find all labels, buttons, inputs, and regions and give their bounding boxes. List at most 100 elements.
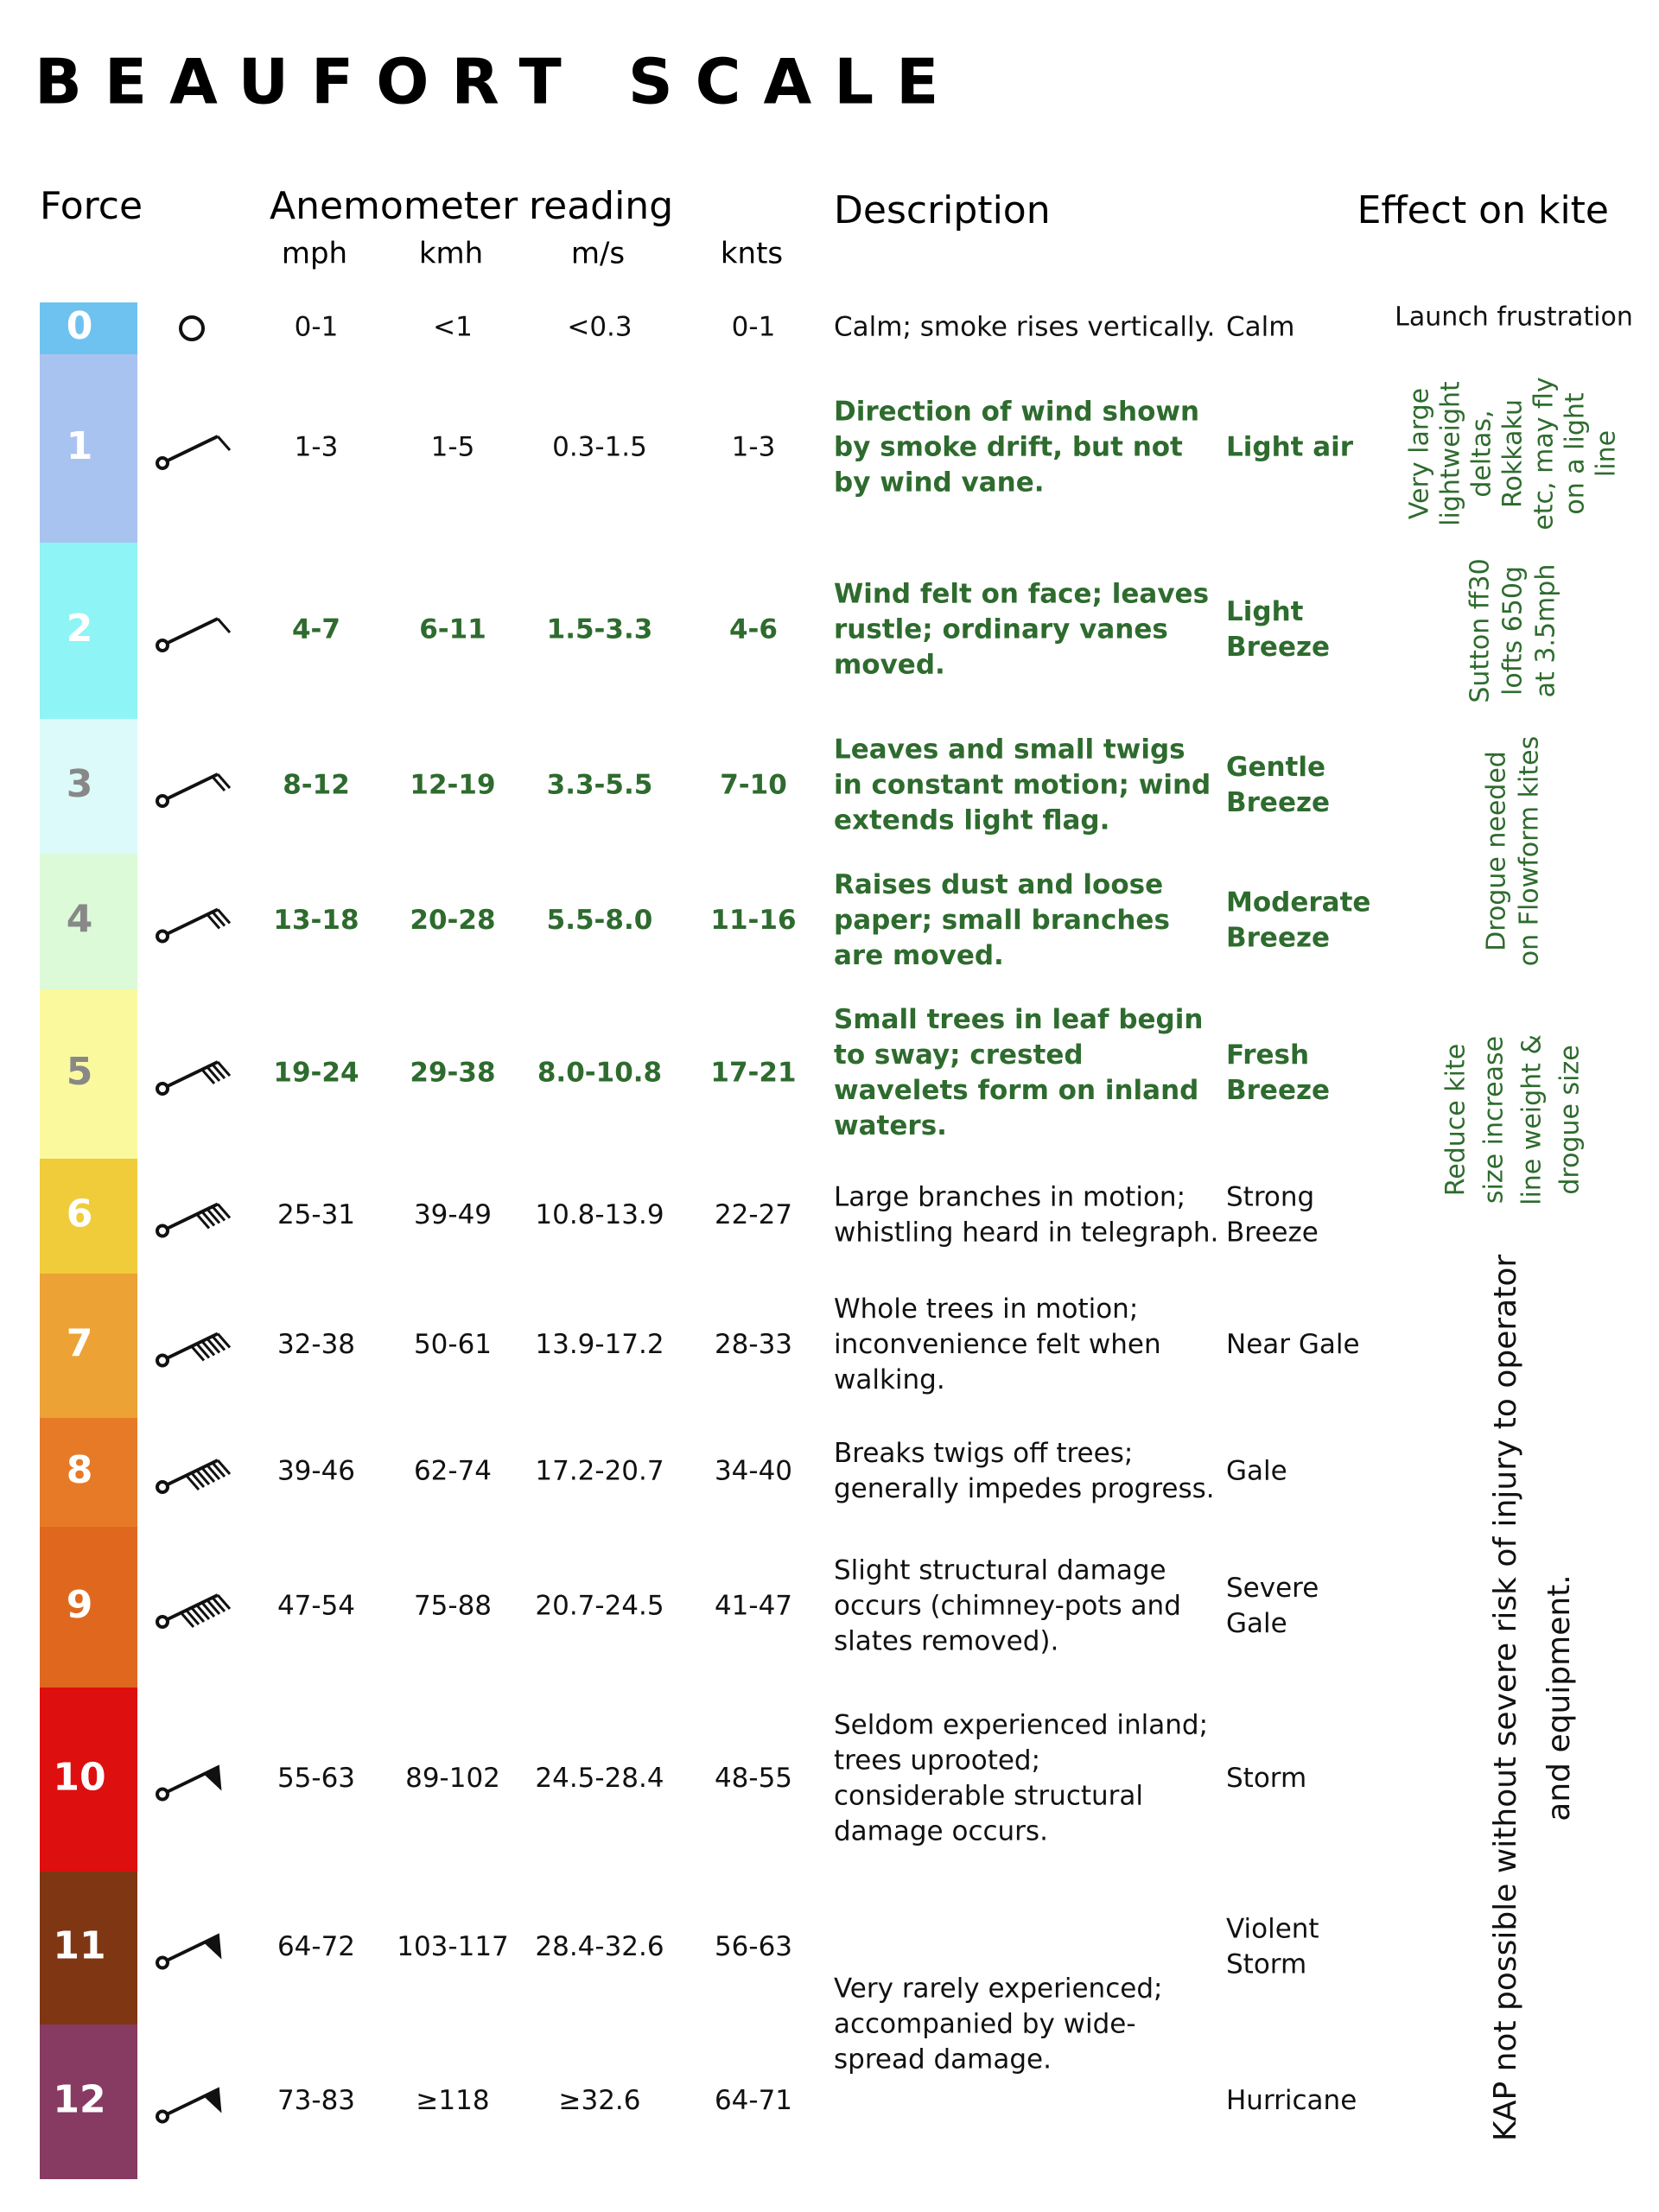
cell-text: Breeze xyxy=(1226,1217,1319,1249)
force-number: 12 xyxy=(53,2078,105,2122)
unit-header: knts xyxy=(721,237,783,271)
speed-ms: 24.5-28.4 xyxy=(535,1763,664,1794)
wind-barb-icon xyxy=(156,1764,222,1802)
speed-knots: 11-16 xyxy=(710,905,796,936)
speed-kmh: 89-102 xyxy=(405,1763,500,1794)
barb-feather xyxy=(190,1345,206,1362)
effect-line: on Flowform kites xyxy=(1515,736,1545,966)
speed-knots: 17-21 xyxy=(710,1058,796,1089)
cell-text: Large branches in motion; xyxy=(834,1182,1185,1213)
barb-tail xyxy=(156,794,169,808)
speed-mph: 39-46 xyxy=(277,1456,355,1487)
cell-text: Wind felt on face; leaves xyxy=(834,579,1209,610)
kite-effect: KAP not possible without severe risk of … xyxy=(1488,1255,1577,2142)
effect-line: line weight & xyxy=(1517,1034,1548,1205)
barb-feather xyxy=(206,913,221,930)
speed-kmh: 39-49 xyxy=(414,1199,492,1230)
wind-barb-icon xyxy=(156,435,232,470)
kite-effect: Sutton ff30 lofts 650g at 3.5mph xyxy=(1465,558,1561,702)
wind-barb-icon xyxy=(156,2087,222,2124)
speed-kmh: 62-74 xyxy=(414,1456,492,1487)
effect-line: at 3.5mph xyxy=(1531,564,1561,698)
barb-shaft xyxy=(167,1332,219,1360)
title: BEAUFORT SCALE xyxy=(35,46,961,118)
barb-shaft xyxy=(167,617,219,645)
cell-text: inconvenience felt when xyxy=(834,1329,1161,1360)
cell-text: damage occurs. xyxy=(834,1816,1048,1847)
cell-text: occurs (chimney-pots and xyxy=(834,1591,1181,1622)
speed-mph: 73-83 xyxy=(277,2085,355,2116)
force-bar xyxy=(40,2024,137,2179)
barb-tail xyxy=(156,456,169,470)
force-bar xyxy=(40,1159,137,1274)
speed-mph: 19-24 xyxy=(273,1058,359,1089)
effect-line: deltas, xyxy=(1467,410,1497,497)
speed-mph: 64-72 xyxy=(277,1931,355,1962)
speed-ms: 13.9-17.2 xyxy=(535,1329,664,1360)
cell-text: slates removed). xyxy=(834,1626,1058,1657)
wind-barb-icon xyxy=(156,1593,232,1629)
barb-shaft xyxy=(167,907,219,936)
barb-feather xyxy=(211,1064,226,1079)
cell-text: Gentle xyxy=(1226,752,1325,783)
force-number: 0 xyxy=(67,304,93,348)
effect-line: Sutton ff30 xyxy=(1465,558,1496,702)
anemometer-header: Anemometer xyxy=(270,184,518,228)
effect-line: lightweight xyxy=(1436,381,1466,526)
barb-feather xyxy=(206,1465,221,1480)
cell-text: paper; small branches xyxy=(834,905,1170,936)
cell-text: Severe xyxy=(1226,1573,1319,1604)
effect-header: Effect on kite xyxy=(1357,188,1609,232)
cell-text: generally impedes progress. xyxy=(834,1473,1215,1504)
cell-text: Calm xyxy=(1226,312,1294,343)
speed-ms: 20.7-24.5 xyxy=(535,1591,664,1622)
force-bar xyxy=(40,1527,137,1688)
cell-text: Storm xyxy=(1226,1949,1306,1980)
speed-ms: 0.3-1.5 xyxy=(552,432,647,463)
force-number: 4 xyxy=(67,898,93,942)
speed-ms: ≥32.6 xyxy=(559,2085,641,2116)
barb-feather xyxy=(200,1069,216,1084)
barb-pennant xyxy=(202,2087,222,2113)
barb-feather xyxy=(216,1459,232,1475)
speed-mph: 55-63 xyxy=(277,1763,355,1794)
force-bar xyxy=(40,719,137,854)
calm-circle xyxy=(179,315,205,341)
effect-line: Drogue needed xyxy=(1482,751,1512,951)
barb-feather xyxy=(190,1472,206,1488)
barb-feather xyxy=(195,1470,211,1485)
force-bar xyxy=(40,1688,137,1872)
speed-ms: 5.5-8.0 xyxy=(547,905,653,936)
effect-line: line xyxy=(1592,430,1622,477)
speed-mph: 47-54 xyxy=(277,1591,355,1622)
speed-kmh: 20-28 xyxy=(410,905,495,936)
speed-mph: 25-31 xyxy=(277,1199,355,1230)
speed-kmh: ≥118 xyxy=(416,2085,489,2116)
cell-text: Violent xyxy=(1226,1914,1319,1945)
cell-text: Very rarely experienced; xyxy=(834,1974,1162,2005)
cell-text: Light xyxy=(1226,596,1304,627)
effect-line: and equipment. xyxy=(1541,1574,1577,1821)
cell-text: Slight structural damage xyxy=(834,1555,1166,1586)
speed-mph: 8-12 xyxy=(283,770,350,801)
force-number: 3 xyxy=(67,762,93,806)
force-bar xyxy=(40,543,137,719)
barb-feather xyxy=(211,1597,226,1612)
cell-text: accompanied by wide- xyxy=(834,2009,1136,2040)
speed-knots: 64-71 xyxy=(715,2085,792,2116)
barb-feather xyxy=(206,1066,221,1082)
cell-text: Gale xyxy=(1226,1608,1287,1639)
cell-text: are moved. xyxy=(834,940,1004,971)
force-bar xyxy=(40,1274,137,1418)
barb-tail xyxy=(156,639,169,652)
effect-line: drogue size xyxy=(1555,1045,1586,1194)
barb-feather xyxy=(200,1602,216,1618)
wind-barb-icon xyxy=(156,1459,232,1494)
barb-shaft xyxy=(167,1060,219,1088)
force-bar xyxy=(40,989,137,1159)
barb-feather xyxy=(216,773,232,789)
cell-text: Whole trees in motion; xyxy=(834,1294,1138,1325)
barb-tail xyxy=(156,2109,169,2124)
cell-text: whistling heard in telegraph. xyxy=(834,1217,1218,1249)
